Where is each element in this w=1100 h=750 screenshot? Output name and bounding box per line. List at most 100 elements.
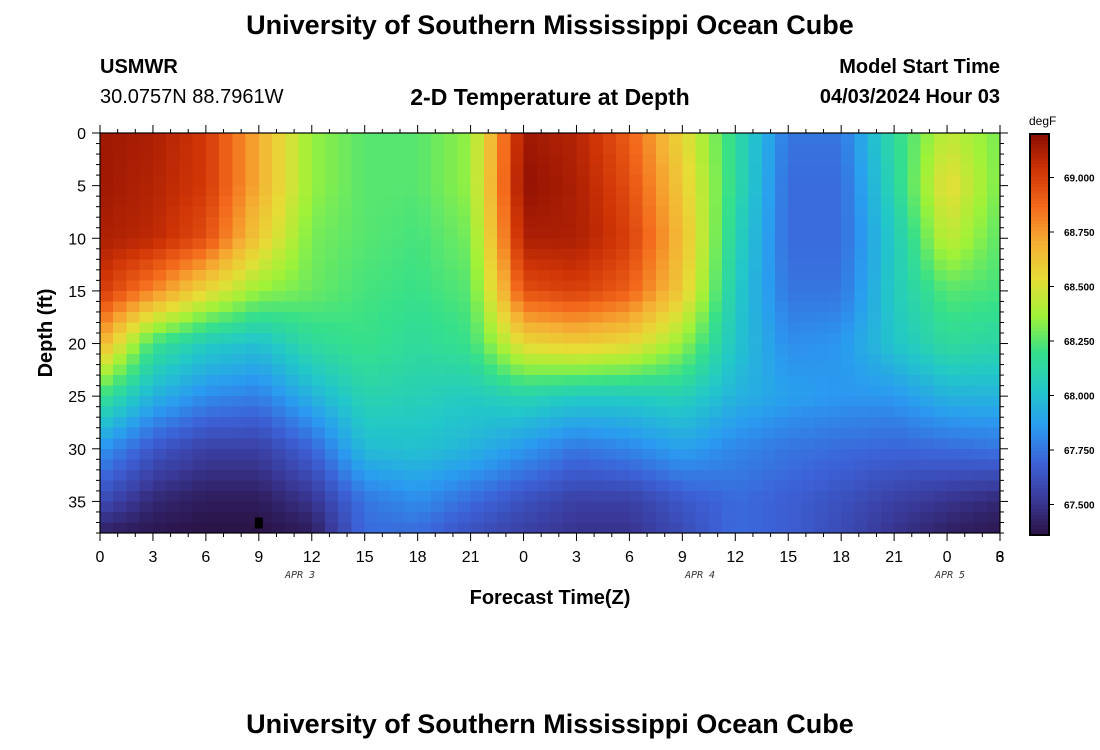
heatmap-cell bbox=[219, 406, 233, 418]
heatmap-cell bbox=[391, 227, 406, 239]
heatmap-cell bbox=[708, 206, 723, 218]
heatmap-cell bbox=[801, 511, 816, 524]
heatmap-cell bbox=[867, 196, 882, 208]
heatmap-cell bbox=[655, 480, 670, 492]
heatmap-cell bbox=[682, 438, 697, 450]
heatmap-cell bbox=[113, 522, 128, 534]
heatmap-cell bbox=[364, 311, 379, 324]
heatmap-cell bbox=[377, 354, 392, 366]
heatmap-cell bbox=[642, 217, 657, 229]
heatmap-cell bbox=[602, 206, 617, 218]
heatmap-cell bbox=[205, 311, 220, 324]
heatmap-cell bbox=[391, 501, 406, 513]
heatmap-cell bbox=[377, 248, 392, 260]
heatmap-cell bbox=[100, 406, 114, 418]
heatmap-cell bbox=[550, 185, 564, 197]
heatmap-cell bbox=[444, 175, 458, 187]
heatmap-cell bbox=[152, 322, 167, 334]
heatmap-cell bbox=[417, 322, 432, 334]
heatmap-cell bbox=[682, 206, 697, 218]
heatmap-cell bbox=[258, 522, 273, 534]
heatmap-cell bbox=[470, 427, 485, 439]
heatmap-cell bbox=[735, 459, 750, 471]
heatmap-cell bbox=[814, 154, 829, 166]
heatmap-cell bbox=[947, 143, 961, 155]
heatmap-cell bbox=[126, 469, 141, 481]
heatmap-cell bbox=[470, 406, 485, 418]
heatmap-cell bbox=[205, 333, 220, 345]
heatmap-cell bbox=[814, 164, 829, 176]
heatmap-cell bbox=[973, 143, 988, 155]
heatmap-cell bbox=[655, 501, 670, 513]
heatmap-cell bbox=[483, 227, 498, 239]
heatmap-cell bbox=[867, 154, 882, 166]
heatmap-cell bbox=[417, 501, 432, 513]
heatmap-cell bbox=[272, 364, 286, 376]
heatmap-cell bbox=[126, 448, 141, 460]
x-tick-label: 9 bbox=[254, 549, 263, 566]
heatmap-cell bbox=[933, 164, 948, 176]
heatmap-cell bbox=[523, 217, 538, 229]
heatmap-cell bbox=[894, 259, 908, 271]
heatmap-cell bbox=[258, 133, 273, 145]
heatmap-cell bbox=[973, 269, 988, 281]
heatmap-cell bbox=[179, 427, 194, 439]
heatmap-cell bbox=[827, 501, 842, 513]
heatmap-cell bbox=[880, 490, 895, 503]
heatmap-cell bbox=[629, 259, 644, 271]
heatmap-cell bbox=[695, 501, 710, 513]
heatmap-cell bbox=[907, 490, 922, 503]
heatmap-cell bbox=[655, 417, 670, 429]
heatmap-cell bbox=[550, 175, 564, 187]
heatmap-cell bbox=[483, 269, 498, 281]
heatmap-cell bbox=[933, 248, 948, 260]
heatmap-cell bbox=[880, 217, 895, 229]
heatmap-cell bbox=[629, 333, 644, 345]
heatmap-cell bbox=[497, 417, 511, 429]
heatmap-cell bbox=[166, 269, 181, 281]
heatmap-cell bbox=[113, 248, 128, 260]
heatmap-cell bbox=[933, 322, 948, 334]
heatmap-cell bbox=[775, 206, 789, 218]
heatmap-cell bbox=[695, 480, 710, 492]
heatmap-cell bbox=[669, 469, 683, 481]
heatmap-cell bbox=[708, 164, 723, 176]
heatmap-cell bbox=[126, 164, 141, 176]
heatmap-cell bbox=[245, 133, 260, 145]
heatmap-cell bbox=[801, 480, 816, 492]
heatmap-cell bbox=[708, 217, 723, 229]
heatmap-cell bbox=[788, 185, 803, 197]
heatmap-cell bbox=[801, 185, 816, 197]
heatmap-cell bbox=[854, 448, 869, 460]
heatmap-cell bbox=[523, 238, 538, 250]
heatmap-cell bbox=[325, 290, 339, 303]
heatmap-cell bbox=[960, 217, 975, 229]
heatmap-cell bbox=[404, 206, 419, 218]
heatmap-cell bbox=[563, 438, 578, 450]
heatmap-cell bbox=[788, 469, 803, 481]
heatmap-cell bbox=[616, 364, 631, 376]
heatmap-cell bbox=[444, 259, 458, 271]
heatmap-cell bbox=[814, 385, 829, 397]
colorbar-frame bbox=[1029, 133, 1050, 536]
heatmap-cell bbox=[272, 301, 286, 313]
heatmap-cell bbox=[377, 133, 392, 145]
heatmap-cell bbox=[735, 490, 750, 503]
heatmap-cell bbox=[880, 417, 895, 429]
heatmap-cell bbox=[788, 501, 803, 513]
heatmap-cell bbox=[338, 333, 353, 345]
heatmap-cell bbox=[775, 333, 789, 345]
heatmap-cell bbox=[748, 154, 763, 166]
heatmap-cell bbox=[695, 427, 710, 439]
heatmap-cell bbox=[907, 438, 922, 450]
heatmap-cell bbox=[430, 196, 445, 208]
heatmap-cell bbox=[457, 469, 472, 481]
heatmap-cell bbox=[338, 185, 353, 197]
heatmap-cell bbox=[192, 480, 207, 492]
heatmap-cell bbox=[285, 280, 300, 292]
heatmap-cell bbox=[232, 133, 247, 145]
heatmap-cell bbox=[894, 511, 908, 524]
heatmap-cell bbox=[298, 280, 313, 292]
heatmap-cell bbox=[100, 343, 114, 355]
heatmap-cell bbox=[139, 206, 154, 218]
